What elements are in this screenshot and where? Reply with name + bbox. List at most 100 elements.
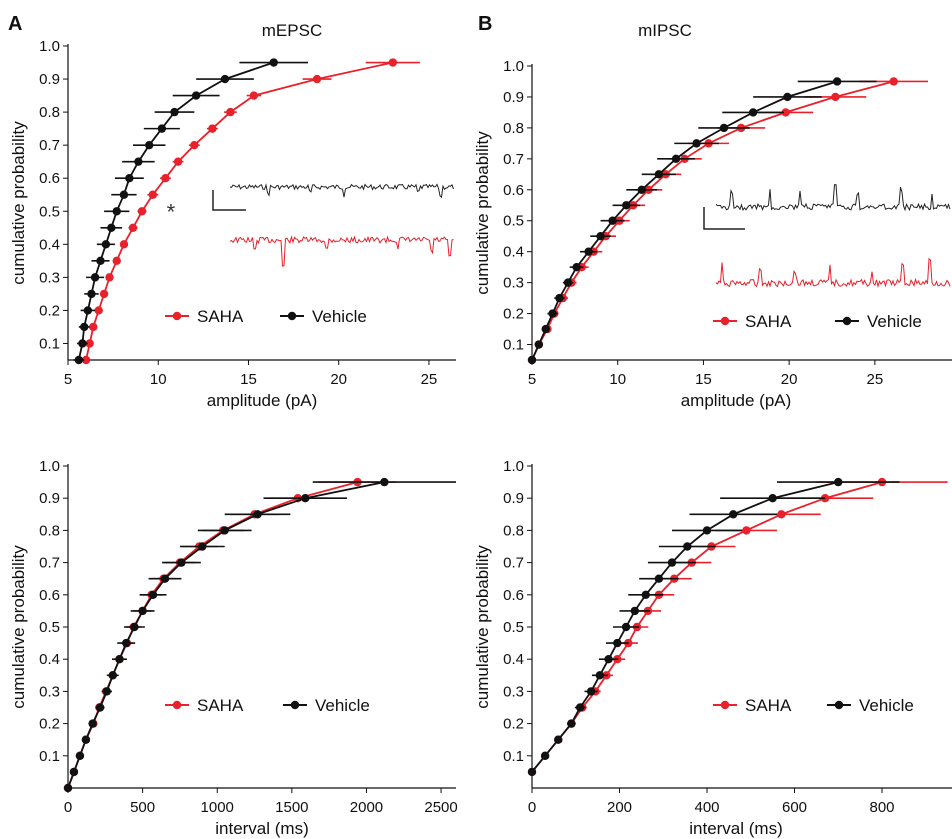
data-point (783, 92, 792, 102)
data-point (641, 590, 650, 599)
y-tick-label: 0.4 (39, 236, 60, 253)
data-point (85, 339, 94, 348)
data-point (101, 240, 111, 249)
y-axis-label: cumulative probability (473, 131, 492, 295)
panel-letter-b: B (478, 13, 492, 35)
y-tick-label: 0.8 (503, 522, 524, 539)
x-tick-label: 1000 (201, 799, 234, 816)
data-point (312, 74, 322, 84)
x-tick-label: 15 (695, 371, 712, 388)
data-point (667, 558, 677, 567)
significance-asterisk: * (167, 199, 176, 224)
y-tick-label: 0.9 (39, 490, 60, 507)
y-tick-label: 1.0 (503, 58, 524, 75)
y-axis-label: cumulative probability (473, 545, 492, 709)
legend-item-saha: SAHA (165, 307, 244, 326)
legend-item-vehicle: Vehicle (835, 312, 922, 331)
data-point (683, 542, 692, 551)
data-point (208, 124, 217, 133)
y-tick-label: 0.8 (39, 104, 60, 121)
legend-label: Vehicle (859, 696, 914, 715)
data-point (115, 655, 124, 664)
data-point (622, 201, 631, 210)
data-point (90, 273, 100, 282)
data-point (128, 223, 138, 232)
y-tick-label: 0.7 (503, 151, 524, 168)
data-point (832, 77, 842, 86)
data-point (157, 124, 167, 133)
x-tick-label: 800 (869, 799, 894, 816)
data-point (527, 355, 537, 365)
series-vehicle (527, 477, 900, 777)
data-point (595, 671, 605, 680)
y-tick-label: 0.1 (503, 748, 524, 765)
data-point (748, 108, 758, 117)
data-point (575, 703, 585, 712)
y-tick-label: 1.0 (39, 38, 60, 55)
y-tick-label: 1.0 (39, 458, 60, 475)
data-point (781, 108, 790, 117)
data-point (190, 140, 199, 150)
data-point (692, 139, 701, 148)
legend-marker (172, 311, 182, 321)
legend-marker (842, 316, 852, 326)
data-point (548, 309, 557, 318)
scale-bar (703, 207, 745, 230)
scale-bar (212, 190, 246, 211)
data-point (527, 767, 537, 777)
chart-b-int: 0.1 0.2 0.3 0.4 0.5 0.6 0.7 0.8 0.9 1.0 0 200 400 600… (473, 458, 952, 838)
data-point (102, 687, 112, 696)
data-point (119, 240, 129, 249)
chart-a-amp: 0.1 0.2 0.3 0.4 0.5 0.6 0.7 0.8 0.9 1.0 5 10 15 20 25 a… (9, 21, 456, 410)
data-point (541, 324, 550, 334)
y-tick-label: 0.5 (39, 203, 60, 220)
x-tick-label: 20 (781, 371, 798, 388)
x-tick-label: 500 (130, 799, 155, 816)
y-tick-label: 0.6 (39, 587, 60, 604)
data-point (269, 58, 278, 67)
data-point (99, 289, 109, 299)
data-point (567, 719, 576, 728)
trace-line (715, 257, 951, 289)
y-tick-label: 0.7 (39, 555, 60, 572)
legend-label: SAHA (197, 696, 244, 715)
x-tick-label: 0 (528, 799, 536, 816)
data-point (130, 622, 139, 632)
y-tick-label: 0.7 (39, 137, 60, 154)
legend-label: SAHA (745, 696, 792, 715)
data-point (63, 783, 73, 793)
data-point (74, 355, 84, 365)
series-vehicle (73, 58, 309, 365)
y-tick-label: 0.5 (503, 619, 524, 636)
data-point (555, 293, 564, 303)
x-axis-label: amplitude (pA) (681, 391, 792, 410)
data-point (889, 77, 898, 86)
data-point (112, 256, 121, 266)
inset-traces-mepsc (212, 183, 454, 267)
data-point (89, 322, 98, 332)
y-tick-label: 0.6 (503, 587, 524, 604)
data-point (137, 207, 147, 216)
legend-marker (720, 700, 730, 710)
series-line (531, 481, 883, 773)
y-tick-label: 0.4 (503, 651, 524, 668)
data-point (88, 719, 97, 728)
series-vehicle (63, 477, 456, 793)
data-point (134, 157, 143, 166)
data-point (108, 671, 117, 680)
data-point (586, 687, 596, 696)
legend-label: Vehicle (312, 307, 367, 326)
x-tick-label: 200 (607, 799, 632, 816)
data-point (742, 526, 751, 535)
data-point (69, 767, 79, 777)
y-tick-label: 0.8 (39, 522, 60, 539)
data-point (198, 542, 207, 551)
data-point (608, 216, 617, 225)
y-tick-label: 0.1 (503, 337, 524, 354)
y-tick-label: 0.3 (503, 683, 524, 700)
y-tick-label: 0.4 (39, 651, 60, 668)
x-tick-label: 20 (330, 371, 347, 388)
legend-item-saha: SAHA (713, 696, 792, 715)
data-point (125, 174, 134, 183)
panel-letter-a: A (8, 13, 22, 35)
